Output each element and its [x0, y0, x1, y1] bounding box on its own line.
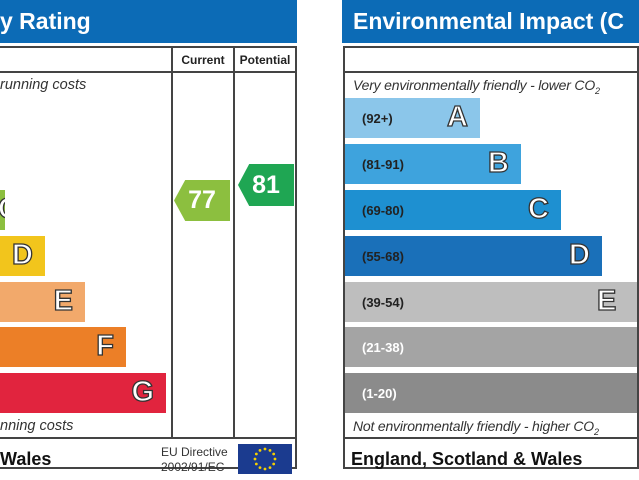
- column-potential: Potential: [239, 53, 291, 67]
- band-letter: D: [568, 238, 590, 271]
- band-range: (55-68): [362, 248, 404, 264]
- energy-band-g: G: [0, 373, 166, 413]
- band-letter: B: [487, 146, 509, 179]
- divider: [233, 46, 235, 438]
- current-rating-arrow: 77: [174, 180, 230, 221]
- energy-table: [0, 46, 297, 469]
- star-icon: [268, 448, 272, 452]
- band-letter: E: [53, 284, 74, 317]
- energy-footer-region: Wales: [0, 449, 52, 469]
- divider: [343, 437, 639, 439]
- energy-title-text: y Rating: [0, 8, 91, 34]
- band-letter: G: [131, 375, 155, 408]
- energy-band-f: F: [0, 327, 126, 367]
- band-letter: E: [596, 284, 617, 317]
- directive-line1: EU Directive: [161, 445, 228, 459]
- environmental-band-4: (55-68) D: [345, 236, 602, 276]
- environmental-impact-title: Environmental Impact (C: [342, 0, 639, 43]
- divider: [343, 71, 639, 73]
- column-current: Current: [181, 53, 225, 67]
- divider: [0, 437, 297, 439]
- top-caption: running costs: [0, 77, 87, 93]
- star-icon: [263, 447, 267, 451]
- env-title-text: Environmental Impact (C: [353, 8, 624, 34]
- environmental-band-1: (92+) A: [345, 98, 480, 138]
- potential-rating-arrow: 81: [238, 164, 294, 206]
- bottom-caption: nning costs: [0, 418, 74, 434]
- directive-line2: 2002/91/EC: [161, 460, 225, 474]
- energy-rating-title: y Rating: [0, 0, 297, 43]
- energy-band-d: D: [0, 236, 45, 276]
- energy-band-e: E: [0, 282, 85, 322]
- environmental-band-6: (21-38): [345, 327, 637, 367]
- star-icon: [258, 466, 262, 470]
- subscript: 2: [595, 85, 600, 96]
- environmental-footer-region: England, Scotland & Wales: [351, 449, 583, 469]
- divider: [171, 46, 173, 438]
- star-icon: [258, 448, 262, 452]
- energy-band-c: C: [0, 190, 5, 230]
- eu-directive: EU Directive 2002/91/EC: [161, 445, 228, 475]
- band-range: (39-54): [362, 294, 404, 310]
- top-caption-text: Very environmentally friendly - lower CO: [353, 77, 596, 93]
- divider: [0, 71, 297, 73]
- bottom-caption: Not environmentally friendly - higher CO…: [353, 418, 599, 437]
- band-range: (1-20): [362, 385, 397, 401]
- star-icon: [272, 462, 276, 466]
- environmental-band-5: (39-54) E: [345, 282, 637, 322]
- band-letter: A: [446, 100, 468, 133]
- bottom-caption-text: Not environmentally friendly - higher CO: [353, 418, 594, 434]
- star-icon: [273, 457, 277, 461]
- band-range: (21-38): [362, 339, 404, 355]
- band-letter: F: [96, 329, 115, 362]
- environmental-band-7: (1-20): [345, 373, 637, 413]
- star-icon: [268, 466, 272, 470]
- band-range: (92+): [362, 110, 393, 126]
- environmental-table: [343, 46, 639, 469]
- band-range: (69-80): [362, 202, 404, 218]
- subscript: 2: [594, 426, 599, 437]
- environmental-band-2: (81-91) B: [345, 144, 521, 184]
- band-letter: C: [0, 192, 5, 226]
- top-caption: Very environmentally friendly - lower CO…: [353, 77, 600, 96]
- star-icon: [263, 467, 267, 471]
- star-icon: [272, 452, 276, 456]
- star-icon: [254, 452, 258, 456]
- eu-flag-icon: [238, 444, 292, 474]
- star-icon: [254, 462, 258, 466]
- band-range: (81-91): [362, 156, 404, 172]
- band-letter: D: [11, 238, 33, 271]
- environmental-band-3: (69-80) C: [345, 190, 561, 230]
- star-icon: [253, 457, 257, 461]
- band-letter: C: [527, 192, 549, 225]
